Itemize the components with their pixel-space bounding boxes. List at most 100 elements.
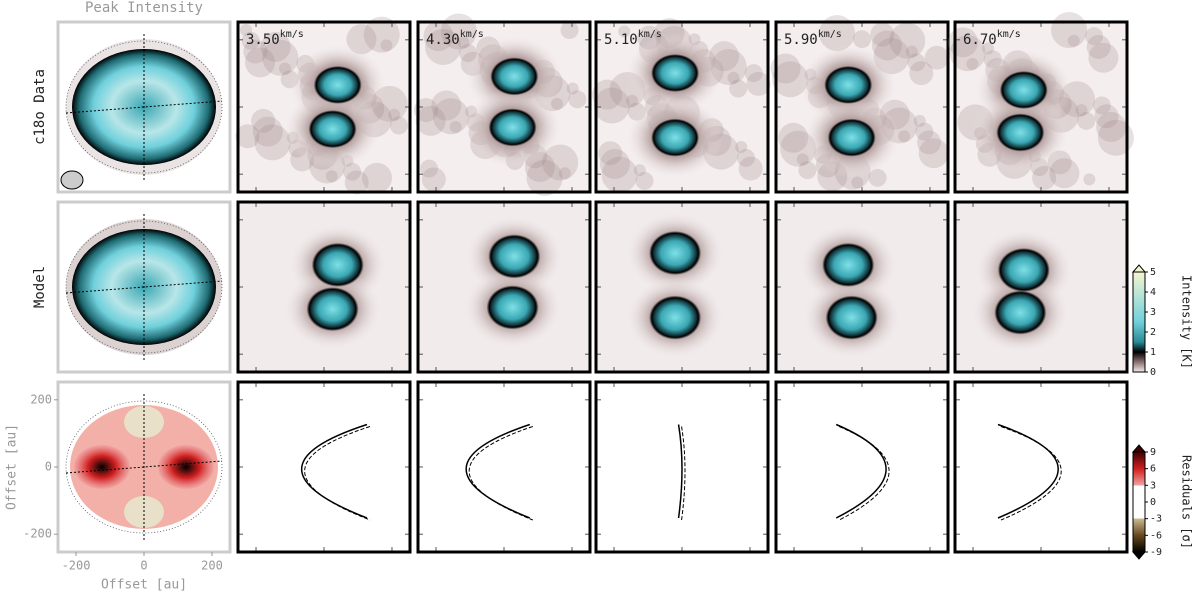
channel-label: 4.30km/s [426, 29, 484, 48]
noise [560, 21, 579, 39]
colorbar-extend [1131, 264, 1147, 273]
panel-frame [594, 380, 770, 554]
noise [1049, 158, 1080, 189]
noise [796, 153, 809, 166]
noise [738, 156, 763, 181]
emission-peak [824, 65, 873, 104]
panel-bg [238, 382, 410, 552]
noise [736, 148, 755, 167]
panel-bg [418, 382, 590, 552]
noise [905, 45, 918, 58]
noise [389, 116, 408, 135]
noise [551, 97, 564, 110]
noise [729, 79, 748, 98]
colorbar [1132, 271, 1146, 373]
panel-frame [953, 380, 1129, 554]
colorbar-tick-label: 0 [1150, 497, 1156, 508]
noise [746, 71, 771, 96]
beam [60, 170, 84, 190]
noise [981, 42, 994, 55]
channel-unit: km/s [997, 29, 1021, 40]
emission-peak [827, 118, 876, 157]
residual-lobe [158, 445, 214, 489]
emission-peak [997, 248, 1050, 292]
noise [252, 116, 283, 147]
panel-frame [56, 200, 232, 374]
noise [915, 122, 934, 141]
noise [568, 90, 587, 109]
channel-velocity: 4.30 [426, 32, 460, 48]
noise [593, 87, 630, 124]
emission-peak [651, 54, 700, 92]
emission-peak [490, 57, 539, 96]
residual-lobe [74, 445, 130, 489]
noise [1092, 96, 1111, 115]
y-tick-label: 200 [30, 392, 52, 406]
noise [592, 79, 623, 110]
colorbar-tick-label: 6 [1150, 464, 1156, 475]
colorbar [1132, 451, 1146, 553]
guide-ellipse [65, 40, 223, 174]
noise [798, 161, 817, 180]
y-axis-label: Offset [au] [5, 424, 20, 510]
noise [346, 24, 377, 55]
noise [432, 98, 469, 135]
panel-frame [416, 380, 592, 554]
noise [949, 35, 986, 72]
emission-peak [822, 242, 875, 287]
noise [344, 170, 369, 195]
channel-unit: km/s [638, 29, 662, 40]
panel-frame [236, 200, 412, 374]
noise [240, 24, 252, 36]
noise [635, 171, 654, 190]
noise [415, 105, 446, 136]
channel-label: 6.70km/s [963, 29, 1021, 48]
channel-unit: km/s [280, 29, 304, 40]
panel-frame [774, 380, 950, 554]
noise [601, 156, 638, 193]
noise [388, 108, 401, 121]
channel-unit: km/s [818, 29, 842, 40]
emission-peak [825, 295, 878, 340]
noise [414, 98, 438, 123]
noise [889, 22, 926, 59]
noise [917, 130, 942, 155]
model-curve-dashed [681, 426, 686, 521]
noise [1075, 104, 1088, 117]
noise [245, 47, 276, 78]
row-label: Model [32, 266, 48, 308]
panel-bg [776, 382, 948, 552]
panel-frame [236, 20, 412, 194]
channel-label: 3.50km/s [246, 29, 304, 48]
noise [279, 62, 291, 75]
noise [599, 148, 630, 179]
noise [425, 28, 462, 65]
panel-frame [774, 200, 950, 374]
x-tick-label: 200 [201, 559, 223, 573]
colorbar-tick-label: 9 [1150, 447, 1156, 458]
emission-peak [308, 110, 357, 149]
noise [362, 162, 393, 193]
emission-peak [651, 118, 700, 157]
noise [819, 15, 856, 52]
noise [423, 21, 454, 52]
title: Peak Intensity [85, 0, 203, 16]
noise [924, 45, 949, 70]
model-curve [677, 424, 683, 519]
y-tick-label: -200 [23, 527, 52, 541]
channel-label: 5.90km/s [784, 29, 842, 48]
emission-peak [649, 231, 702, 275]
noise [598, 141, 623, 166]
model-curve-dashed [468, 426, 533, 521]
noise [871, 30, 902, 61]
y-tick-label: 0 [45, 460, 52, 474]
noise [421, 167, 446, 192]
emission-peak [649, 295, 702, 340]
noise [618, 25, 631, 38]
x-tick-label: 0 [140, 559, 147, 573]
noise [778, 122, 809, 153]
colorbar-tick-label: -6 [1150, 530, 1162, 541]
channel-unit: km/s [460, 29, 484, 40]
noise [918, 138, 949, 169]
